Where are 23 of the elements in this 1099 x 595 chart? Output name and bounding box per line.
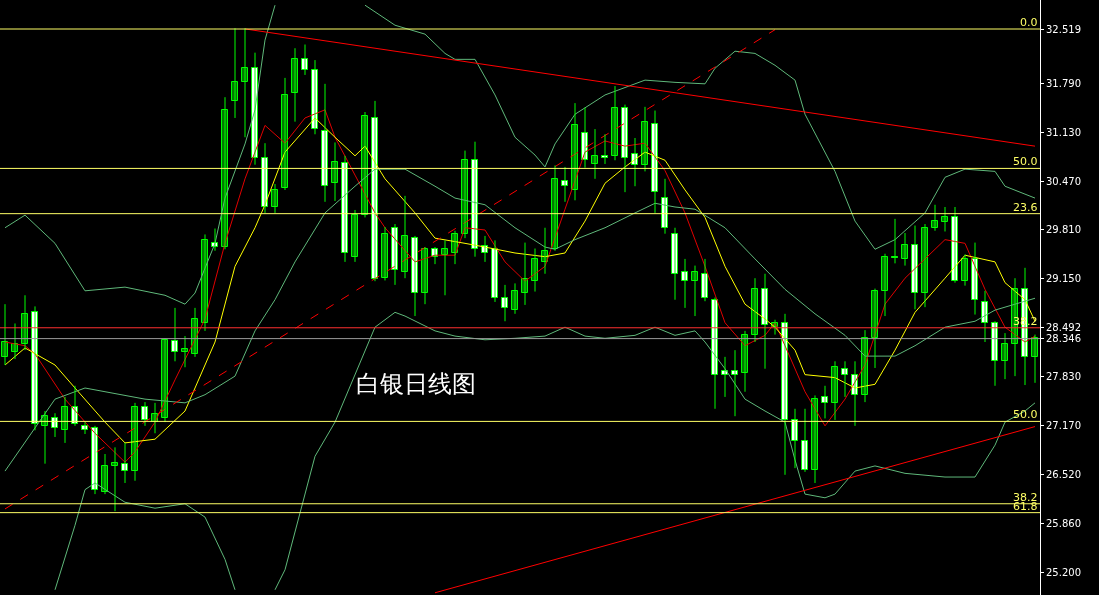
y-tick-label: 25.860 bbox=[1046, 517, 1081, 529]
annotation: 50.0 bbox=[1013, 155, 1038, 168]
annotation: 50.0 bbox=[1013, 408, 1038, 421]
y-tick-label: 28.492 bbox=[1046, 322, 1081, 334]
line-series bbox=[274, 311, 1036, 591]
y-tick-label: 29.150 bbox=[1046, 273, 1081, 285]
y-tick-label: 30.470 bbox=[1046, 175, 1081, 187]
y-tick-label: 31.790 bbox=[1046, 77, 1081, 89]
y-tick-label: 28.346 bbox=[1046, 333, 1081, 345]
line-series bbox=[364, 4, 1036, 250]
line-series bbox=[4, 4, 276, 305]
y-tick-label: 26.520 bbox=[1046, 468, 1081, 480]
line-series bbox=[54, 482, 236, 591]
annotation: 23.6 bbox=[1013, 201, 1038, 214]
y-tick-label: 32.519 bbox=[1046, 23, 1081, 35]
annotation: 白银日线图 bbox=[356, 370, 476, 398]
y-tick-label: 27.170 bbox=[1046, 420, 1081, 432]
y-tick-label: 29.810 bbox=[1046, 224, 1081, 236]
y-tick-label: 31.130 bbox=[1046, 126, 1081, 138]
y-tick-label: 25.200 bbox=[1046, 566, 1081, 578]
y-tick-label: 27.830 bbox=[1046, 371, 1081, 383]
line-series bbox=[4, 168, 1036, 472]
annotation: 0.0 bbox=[1020, 16, 1038, 29]
